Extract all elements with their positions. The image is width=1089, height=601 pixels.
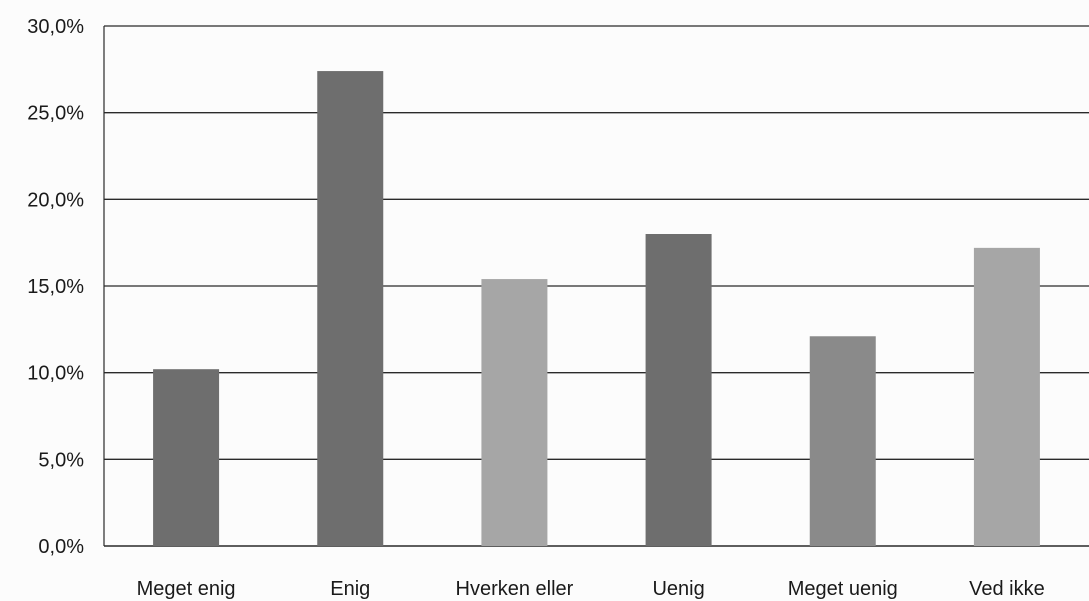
y-tick-label: 0,0% bbox=[38, 536, 84, 558]
y-tick-label: 25,0% bbox=[27, 103, 84, 125]
x-category-label: Hverken eller bbox=[456, 578, 574, 600]
y-tick-label: 10,0% bbox=[27, 363, 84, 385]
bar-uenig bbox=[645, 234, 712, 546]
x-category-label: Ved ikke bbox=[969, 578, 1045, 600]
x-category-label: Meget enig bbox=[137, 578, 236, 600]
bar-meget-uenig bbox=[809, 336, 876, 546]
y-tick-label: 15,0% bbox=[27, 276, 84, 298]
y-axis-ticks: 0,0% 5,0% 10,0% 15,0% 20,0% 25,0% 30,0% bbox=[27, 16, 84, 558]
x-category-label: Uenig bbox=[652, 578, 704, 600]
x-category-label: Meget uenig bbox=[788, 578, 898, 600]
gridlines bbox=[103, 25, 1089, 547]
x-category-label: Enig bbox=[330, 578, 370, 600]
bar-enig bbox=[317, 71, 384, 547]
y-tick-label: 20,0% bbox=[27, 189, 84, 211]
bar-meget-enig bbox=[153, 369, 220, 546]
y-tick-label: 30,0% bbox=[27, 16, 84, 38]
bar-hverken-eller bbox=[481, 279, 548, 546]
bar-ved-ikke bbox=[973, 247, 1040, 546]
x-axis-categories: Meget enig Enig Hverken eller Uenig Meget ue… bbox=[137, 578, 1045, 600]
bars bbox=[153, 71, 1040, 547]
y-tick-label: 5,0% bbox=[38, 449, 84, 471]
